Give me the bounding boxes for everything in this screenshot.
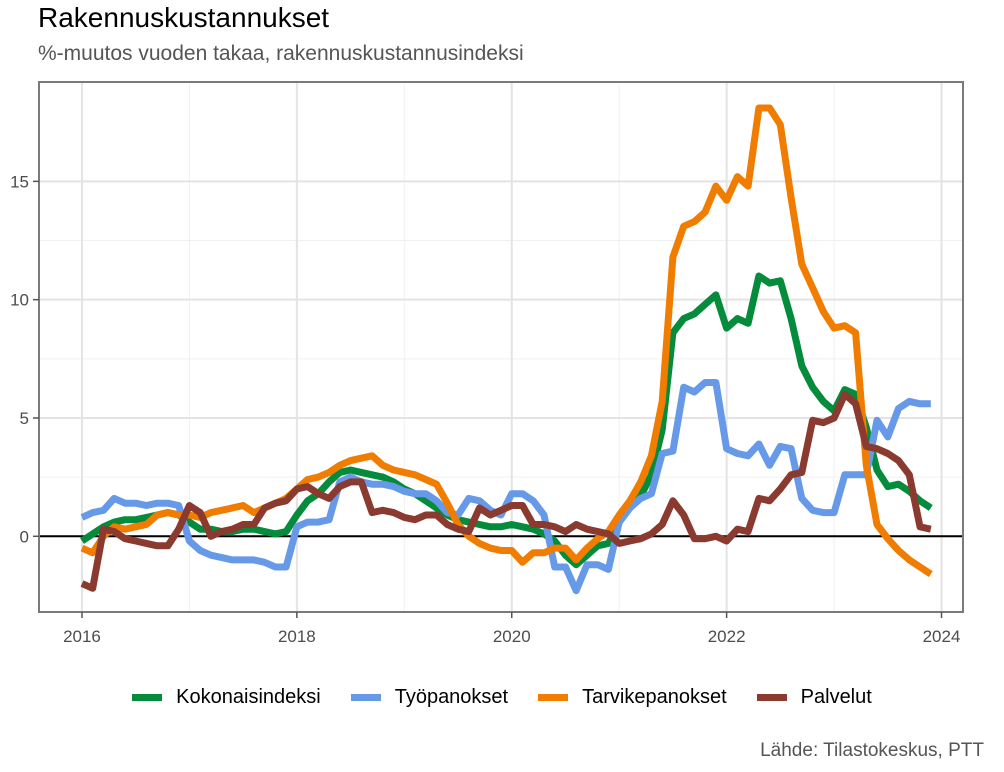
legend-label-kokonaisindeksi: Kokonaisindeksi — [176, 686, 321, 708]
x-tick-label: 2018 — [278, 627, 316, 646]
y-tick-label: 0 — [20, 527, 29, 546]
series-line-tarvikepanokset — [80, 104, 933, 578]
y-tick-label: 15 — [10, 172, 29, 191]
plot-border — [38, 81, 964, 613]
legend-item-kokonaisindeksi: Kokonaisindeksi — [132, 686, 321, 709]
series-line-palvelut — [80, 390, 932, 592]
x-tick-label: 2022 — [708, 627, 746, 646]
x-tick-label: 2016 — [63, 627, 101, 646]
chart-title: Rakennuskustannukset — [38, 2, 330, 33]
legend-label-tyopanokset: Työpanokset — [394, 686, 509, 708]
legend-item-palvelut: Palvelut — [756, 686, 872, 709]
x-tick-label: 2020 — [493, 627, 531, 646]
legend-key-kokonaisindeksi — [132, 694, 163, 701]
legend: Kokonaisindeksi Työpanokset Tarvikepanok… — [0, 686, 1004, 709]
legend-item-tarvikepanokset: Tarvikepanokset — [538, 686, 727, 709]
x-tick-label: 2024 — [923, 627, 961, 646]
y-tick-label: 10 — [10, 291, 29, 310]
line-chart: 2016 2018 2020 2022 2024 0 5 10 15 — [10, 81, 964, 646]
legend-label-palvelut: Palvelut — [800, 686, 872, 708]
legend-key-tyopanokset — [350, 694, 381, 701]
series-lines — [80, 104, 933, 595]
axis-ticks: 2016 2018 2020 2022 2024 0 5 10 15 — [10, 172, 960, 646]
chart-subtitle: %-muutos vuoden takaa, rakennuskustannus… — [38, 42, 524, 65]
y-tick-label: 5 — [20, 409, 29, 428]
source-caption: Lähde: Tilastokeskus, PTT — [760, 740, 984, 761]
legend-key-tarvikepanokset — [538, 694, 569, 701]
legend-key-palvelut — [756, 694, 787, 701]
legend-item-tyopanokset: Työpanokset — [350, 686, 509, 709]
legend-label-tarvikepanokset: Tarvikepanokset — [582, 686, 727, 708]
